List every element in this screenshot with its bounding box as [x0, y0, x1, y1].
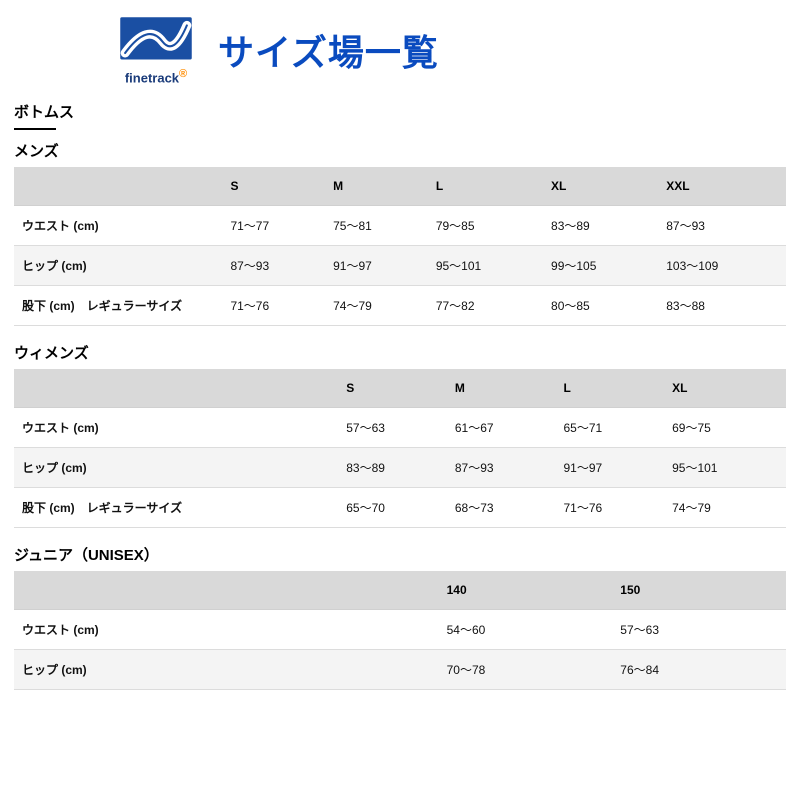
row-label: ウエスト (cm)	[14, 206, 222, 246]
column-header	[14, 167, 222, 206]
data-cell: 77～82	[428, 286, 543, 326]
data-cell: 83～89	[543, 206, 658, 246]
data-cell: 71～77	[222, 206, 325, 246]
row-label: ウエスト (cm)	[14, 610, 439, 650]
column-header: M	[447, 369, 556, 408]
table-row: 股下 (cm) レギュラーサイズ71～7674～7977～8280～8583～8…	[14, 286, 786, 326]
column-header	[14, 571, 439, 610]
size-table: SMLXLXXLウエスト (cm)71～7775～8179～8583～8987～…	[14, 167, 786, 326]
column-header: M	[325, 167, 428, 206]
data-cell: 79～85	[428, 206, 543, 246]
tables-container: メンズSMLXLXXLウエスト (cm)71～7775～8179～8583～89…	[14, 140, 786, 690]
table-row: ヒップ (cm)83～8987～9391～9795～101	[14, 448, 786, 488]
data-cell: 70～78	[439, 650, 613, 690]
data-cell: 91～97	[555, 448, 664, 488]
data-cell: 87～93	[658, 206, 786, 246]
section-title: ウィメンズ	[14, 342, 786, 363]
data-cell: 69～75	[664, 408, 786, 448]
data-cell: 91～97	[325, 246, 428, 286]
column-header: 140	[439, 571, 613, 610]
table-row: ウエスト (cm)71～7775～8179～8583～8987～93	[14, 206, 786, 246]
table-row: ヒップ (cm)87～9391～9795～10199～105103～109	[14, 246, 786, 286]
data-cell: 71～76	[222, 286, 325, 326]
brand-name: finetrack®	[125, 68, 187, 85]
size-table: 140150ウエスト (cm)54～6057～63ヒップ (cm)70～7876…	[14, 571, 786, 690]
column-header: S	[338, 369, 447, 408]
data-cell: 65～71	[555, 408, 664, 448]
category-label: ボトムス	[14, 101, 786, 122]
category-divider	[14, 128, 56, 130]
data-cell: 103～109	[658, 246, 786, 286]
row-label: ヒップ (cm)	[14, 448, 338, 488]
data-cell: 87～93	[447, 448, 556, 488]
size-table: SMLXLウエスト (cm)57～6361～6765～7169～75ヒップ (c…	[14, 369, 786, 528]
data-cell: 95～101	[428, 246, 543, 286]
finetrack-logo-icon	[115, 14, 197, 66]
data-cell: 75～81	[325, 206, 428, 246]
data-cell: 57～63	[612, 610, 786, 650]
header: finetrack® サイズ場一覧	[0, 0, 800, 93]
data-cell: 80～85	[543, 286, 658, 326]
column-header: L	[555, 369, 664, 408]
data-cell: 71～76	[555, 488, 664, 528]
data-cell: 65～70	[338, 488, 447, 528]
data-cell: 87～93	[222, 246, 325, 286]
content-area: ボトムス メンズSMLXLXXLウエスト (cm)71～7775～8179～85…	[0, 93, 800, 690]
column-header: L	[428, 167, 543, 206]
data-cell: 57～63	[338, 408, 447, 448]
column-header: 150	[612, 571, 786, 610]
data-cell: 83～88	[658, 286, 786, 326]
data-cell: 99～105	[543, 246, 658, 286]
column-header: XXL	[658, 167, 786, 206]
data-cell: 61～67	[447, 408, 556, 448]
page-title: サイズ場一覧	[218, 24, 439, 76]
data-cell: 95～101	[664, 448, 786, 488]
data-cell: 76～84	[612, 650, 786, 690]
column-header	[14, 369, 338, 408]
table-row: ヒップ (cm)70～7876～84	[14, 650, 786, 690]
row-label: ヒップ (cm)	[14, 650, 439, 690]
column-header: S	[222, 167, 325, 206]
column-header: XL	[543, 167, 658, 206]
column-header: XL	[664, 369, 786, 408]
data-cell: 83～89	[338, 448, 447, 488]
section-title: メンズ	[14, 140, 786, 161]
data-cell: 74～79	[325, 286, 428, 326]
brand-logo: finetrack®	[110, 14, 202, 85]
table-row: 股下 (cm) レギュラーサイズ65～7068～7371～7674～79	[14, 488, 786, 528]
row-label: 股下 (cm) レギュラーサイズ	[14, 286, 222, 326]
row-label: ヒップ (cm)	[14, 246, 222, 286]
data-cell: 68～73	[447, 488, 556, 528]
row-label: ウエスト (cm)	[14, 408, 338, 448]
table-row: ウエスト (cm)54～6057～63	[14, 610, 786, 650]
data-cell: 74～79	[664, 488, 786, 528]
data-cell: 54～60	[439, 610, 613, 650]
section-title: ジュニア（UNISEX）	[14, 544, 786, 565]
row-label: 股下 (cm) レギュラーサイズ	[14, 488, 338, 528]
table-row: ウエスト (cm)57～6361～6765～7169～75	[14, 408, 786, 448]
